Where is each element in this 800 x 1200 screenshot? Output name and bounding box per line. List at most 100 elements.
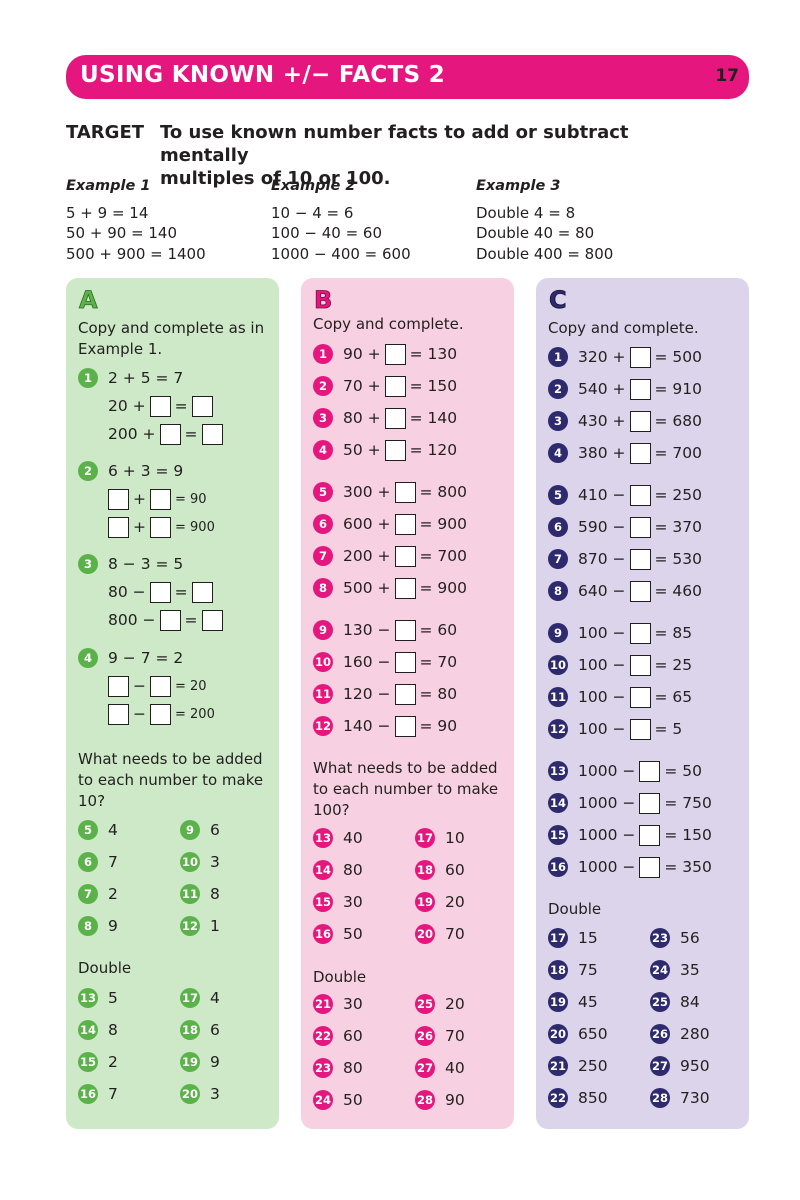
- question-number: 11: [180, 884, 200, 904]
- answer-box[interactable]: [191, 395, 213, 417]
- example-line: 5 + 9 = 14: [66, 203, 149, 222]
- answer-box[interactable]: [201, 423, 223, 445]
- expression-part: = 90: [419, 717, 458, 735]
- question-number: 5: [548, 485, 568, 505]
- question-number: 10: [548, 655, 568, 675]
- answer-box[interactable]: [149, 581, 171, 603]
- expression-part: 800 −: [108, 611, 156, 629]
- question-row: 6 590 − = 370: [548, 516, 702, 538]
- answer-box[interactable]: [629, 654, 651, 676]
- answer-box[interactable]: [629, 484, 651, 506]
- question-subrow: 20 + =: [108, 395, 217, 417]
- expression-part: =: [184, 611, 198, 629]
- list-item: 27 40: [415, 1057, 465, 1079]
- answer-box[interactable]: [394, 513, 416, 535]
- answer-box[interactable]: [150, 703, 171, 725]
- answer-box[interactable]: [629, 580, 651, 602]
- answer-box[interactable]: [629, 442, 651, 464]
- answer-box[interactable]: [629, 410, 651, 432]
- question-row: 11 100 − = 65: [548, 686, 692, 708]
- answer-box[interactable]: [629, 378, 651, 400]
- item-value: 70: [445, 1027, 465, 1045]
- answer-box[interactable]: [108, 488, 129, 510]
- list-item: 10 3: [180, 851, 220, 873]
- question-row: 2 540 + = 910: [548, 378, 702, 400]
- list-item: 18 6: [180, 1019, 220, 1041]
- list-item: 13 40: [313, 827, 363, 849]
- answer-box[interactable]: [394, 619, 416, 641]
- answer-box[interactable]: [384, 375, 406, 397]
- answer-box[interactable]: [384, 407, 406, 429]
- answer-box[interactable]: [384, 439, 406, 461]
- question-row: 7 870 − = 530: [548, 548, 702, 570]
- section-b-panel: B Copy and complete. 1 90 + = 130 2 70 + = 15…: [301, 278, 514, 1129]
- item-value: 70: [445, 925, 465, 943]
- answer-box[interactable]: [394, 715, 416, 737]
- question-row: 6 600 + = 900: [313, 513, 467, 535]
- question-text-line: to each number to make: [313, 780, 499, 798]
- example-2: Example 2 10 − 4 = 6 100 − 40 = 60 1000 …: [271, 176, 411, 264]
- answer-box[interactable]: [150, 488, 171, 510]
- answer-box[interactable]: [150, 675, 171, 697]
- expression-part: 430 +: [578, 412, 626, 430]
- answer-box[interactable]: [639, 824, 661, 846]
- example-line: 50 + 90 = 140: [66, 224, 178, 242]
- instruction-line: Example 1.: [78, 340, 163, 358]
- answer-box[interactable]: [201, 609, 223, 631]
- item-value: 9: [108, 917, 118, 935]
- answer-box[interactable]: [639, 792, 661, 814]
- example-line: 500 + 900 = 1400: [66, 244, 206, 263]
- item-value: 8: [108, 1021, 118, 1039]
- question-row: 13 1000 − = 50: [548, 760, 702, 782]
- question-number: 19: [548, 992, 568, 1012]
- answer-box[interactable]: [629, 686, 651, 708]
- answer-box[interactable]: [394, 651, 416, 673]
- answer-box[interactable]: [150, 516, 171, 538]
- question-number: 9: [313, 620, 333, 640]
- answer-box[interactable]: [394, 545, 416, 567]
- question-number: 13: [78, 988, 98, 1008]
- expression-part: = 910: [654, 380, 703, 398]
- question-number: 9: [180, 820, 200, 840]
- answer-box[interactable]: [159, 423, 181, 445]
- question-number: 23: [650, 928, 670, 948]
- question-row: 4 9 − 7 = 2: [78, 647, 183, 669]
- list-item: 20 650: [548, 1023, 608, 1045]
- answer-box[interactable]: [108, 703, 129, 725]
- answer-box[interactable]: [629, 548, 651, 570]
- question-number: 17: [415, 828, 435, 848]
- answer-box[interactable]: [394, 481, 416, 503]
- item-value: 3: [210, 853, 220, 871]
- item-value: 1: [210, 917, 220, 935]
- list-item: 21 250: [548, 1055, 608, 1077]
- answer-box[interactable]: [159, 609, 181, 631]
- double-label: Double: [548, 900, 602, 918]
- item-value: 35: [680, 961, 700, 979]
- question-row: 15 1000 − = 150: [548, 824, 712, 846]
- answer-box[interactable]: [191, 581, 213, 603]
- answer-box[interactable]: [639, 760, 661, 782]
- answer-box[interactable]: [108, 516, 129, 538]
- example-heading: Example 2: [271, 178, 356, 194]
- answer-box[interactable]: [629, 622, 651, 644]
- answer-box[interactable]: [629, 718, 651, 740]
- question-number: 1: [313, 344, 333, 364]
- expression-part: = 60: [419, 621, 458, 639]
- answer-box[interactable]: [394, 577, 416, 599]
- question-row: 3 430 + = 680: [548, 410, 702, 432]
- answer-box[interactable]: [384, 343, 406, 365]
- expression-part: 410 −: [578, 486, 626, 504]
- section-c-instruction: Copy and complete.: [548, 319, 699, 337]
- list-item: 24 50: [313, 1089, 363, 1111]
- question-number: 11: [548, 687, 568, 707]
- answer-box[interactable]: [394, 683, 416, 705]
- answer-box[interactable]: [639, 856, 661, 878]
- answer-box[interactable]: [629, 346, 651, 368]
- list-item: 25 84: [650, 991, 700, 1013]
- answer-box[interactable]: [629, 516, 651, 538]
- question-number: 14: [548, 793, 568, 813]
- answer-box[interactable]: [149, 395, 171, 417]
- answer-box[interactable]: [108, 675, 129, 697]
- expression-part: 600 +: [343, 515, 391, 533]
